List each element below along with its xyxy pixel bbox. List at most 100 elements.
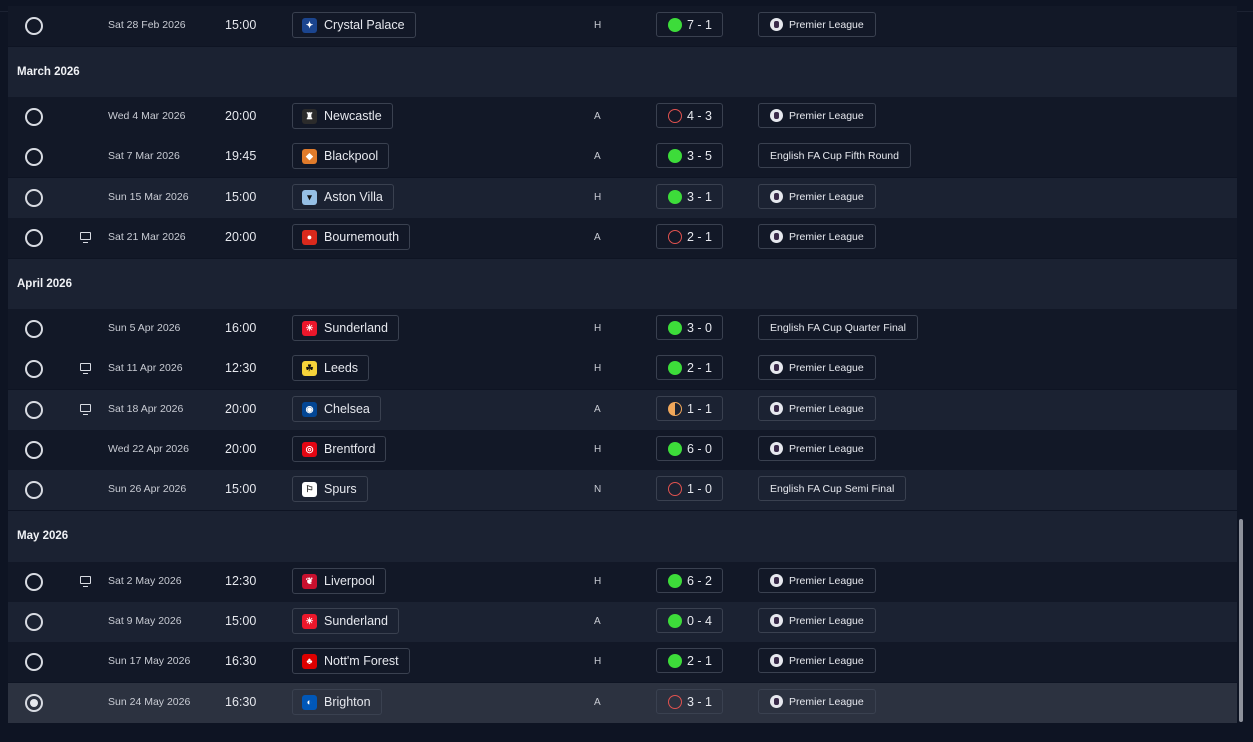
competition-button[interactable]: English FA Cup Semi Final [758, 476, 907, 501]
fixture-row[interactable]: Sun 26 Apr 2026 15:00 ⚐ Spurs N 1 - 0 English … [8, 470, 1237, 510]
win-indicator-icon [668, 613, 682, 628]
month-header-march: March 2026 [8, 47, 1237, 98]
select-radio[interactable] [25, 441, 43, 459]
scrollbar-thumb[interactable] [1239, 519, 1243, 722]
fixture-row[interactable]: Sat 18 Apr 2026 20:00 ◉ Chelsea A 1 - 1 Premie… [8, 390, 1237, 430]
opponent-button[interactable]: ☘ Leeds [292, 355, 370, 381]
loss-indicator-icon [668, 481, 682, 496]
competition-button[interactable]: Premier League [758, 12, 876, 37]
select-radio[interactable] [25, 17, 43, 35]
opponent-button[interactable]: ◆ Blackpool [292, 143, 390, 169]
select-radio[interactable] [25, 694, 43, 712]
fixture-row[interactable]: Sun 15 Mar 2026 15:00 ▾ Aston Villa H 3 - 1 Pr… [8, 178, 1237, 218]
select-radio[interactable] [25, 573, 43, 591]
fixture-row[interactable]: Sat 7 Mar 2026 19:45 ◆ Blackpool A 3 - 5 Engli… [8, 137, 1237, 177]
opponent-button[interactable]: ♜ Newcastle [292, 103, 393, 129]
fixture-row[interactable]: Sat 28 Feb 2026 15:00 ✦ Crystal Palace H 7 - … [8, 6, 1237, 46]
draw-indicator-icon [668, 401, 682, 416]
select-radio[interactable] [25, 189, 43, 207]
opponent-name: Newcastle [324, 109, 382, 123]
result-button[interactable]: 3 - 1 [656, 689, 724, 714]
result-button[interactable]: 4 - 3 [656, 103, 724, 128]
competition-button[interactable]: English FA Cup Quarter Final [758, 315, 918, 340]
select-radio[interactable] [25, 229, 43, 247]
tv-broadcast-icon [80, 363, 91, 374]
result-button[interactable]: 6 - 0 [656, 436, 724, 461]
match-date: Sat 7 Mar 2026 [108, 150, 180, 162]
opponent-button[interactable]: ◎ Brentford [292, 436, 387, 462]
select-radio[interactable] [25, 108, 43, 126]
kickoff-time: 16:30 [225, 695, 257, 709]
opponent-button[interactable]: ◐ Brighton [292, 689, 382, 715]
result-button[interactable]: 3 - 5 [656, 143, 724, 168]
select-radio[interactable] [25, 360, 43, 378]
opponent-button[interactable]: ⚐ Spurs [292, 476, 368, 502]
opponent-button[interactable]: ▾ Aston Villa [292, 184, 394, 210]
venue: H [594, 656, 602, 667]
result-button[interactable]: 6 - 2 [656, 568, 724, 593]
leeds-crest-icon: ☘ [302, 360, 317, 376]
fixture-row[interactable]: Wed 22 Apr 2026 20:00 ◎ Brentford H 6 - 0 Prem… [8, 430, 1237, 470]
match-date: Sat 2 May 2026 [108, 575, 182, 587]
select-radio[interactable] [25, 481, 43, 499]
venue: A [594, 232, 601, 243]
kickoff-time: 20:00 [225, 402, 257, 416]
competition-button[interactable]: Premier League [758, 396, 876, 421]
opponent-button[interactable]: ◉ Chelsea [292, 396, 381, 422]
competition-button[interactable]: Premier League [758, 103, 876, 128]
opponent-button[interactable]: ☀ Sunderland [292, 608, 399, 634]
select-radio[interactable] [25, 401, 43, 419]
select-radio[interactable] [25, 653, 43, 671]
fixture-row[interactable]: Sat 9 May 2026 15:00 ☀ Sunderland A 0 - 4 Prem… [8, 602, 1237, 642]
fixture-row[interactable]: Sat 21 Mar 2026 20:00 ● Bournemouth A 2 - 1 Pr… [8, 218, 1237, 258]
venue: A [594, 404, 601, 415]
select-radio[interactable] [25, 613, 43, 631]
result-button[interactable]: 0 - 4 [656, 608, 724, 633]
result-button[interactable]: 2 - 1 [656, 224, 724, 249]
fixture-row[interactable]: Sun 24 May 2026 16:30 ◐ Brighton A 3 - 1 Premi… [8, 683, 1237, 723]
tv-broadcast-icon [80, 576, 91, 587]
win-indicator-icon [668, 148, 682, 163]
fixture-row[interactable]: Sun 17 May 2026 16:30 ♣ Nott'm Forest H 2 - 1… [8, 642, 1237, 682]
competition-button[interactable]: Premier League [758, 608, 876, 633]
competition-button[interactable]: Premier League [758, 355, 876, 380]
opponent-button[interactable]: ♣ Nott'm Forest [292, 648, 410, 674]
opponent-name: Brentford [324, 442, 376, 456]
opponent-name: Crystal Palace [324, 18, 405, 32]
opponent-name: Sunderland [324, 614, 388, 628]
competition-button[interactable]: Premier League [758, 184, 876, 209]
opponent-name: Sunderland [324, 321, 388, 335]
fixture-row[interactable]: Sat 11 Apr 2026 12:30 ☘ Leeds H 2 - 1 Premier … [8, 349, 1237, 389]
loss-indicator-icon [668, 694, 682, 709]
aston-villa-crest-icon: ▾ [302, 189, 317, 205]
select-radio[interactable] [25, 320, 43, 338]
result-button[interactable]: 1 - 0 [656, 476, 724, 501]
opponent-button[interactable]: ✦ Crystal Palace [292, 12, 416, 38]
fixture-row[interactable]: Sat 2 May 2026 12:30 ❦ Liverpool H 6 - 2 Premi… [8, 562, 1237, 602]
select-radio[interactable] [25, 148, 43, 166]
venue: H [594, 192, 602, 203]
result-button[interactable]: 3 - 1 [656, 184, 724, 209]
competition-button[interactable]: Premier League [758, 224, 876, 249]
competition-button[interactable]: English FA Cup Fifth Round [758, 143, 911, 168]
match-date: Wed 4 Mar 2026 [108, 110, 186, 122]
opponent-button[interactable]: ● Bournemouth [292, 224, 411, 250]
fixture-row[interactable]: Sun 5 Apr 2026 16:00 ☀ Sunderland H 3 - 0 Engl… [8, 309, 1237, 349]
opponent-button[interactable]: ☀ Sunderland [292, 315, 399, 341]
premier-league-lion-icon [770, 402, 783, 415]
opponent-button[interactable]: ❦ Liverpool [292, 568, 386, 594]
crystal-palace-crest-icon: ✦ [302, 17, 317, 33]
opponent-name: Nott'm Forest [324, 654, 399, 668]
opponent-name: Aston Villa [324, 190, 383, 204]
result-button[interactable]: 3 - 0 [656, 315, 724, 340]
fixture-row[interactable]: Wed 4 Mar 2026 20:00 ♜ Newcastle A 4 - 3 Premi… [8, 97, 1237, 137]
result-button[interactable]: 7 - 1 [656, 12, 724, 37]
result-button[interactable]: 2 - 1 [656, 648, 724, 673]
result-button[interactable]: 2 - 1 [656, 355, 724, 380]
competition-name: Premier League [789, 18, 864, 31]
result-button[interactable]: 1 - 1 [656, 396, 724, 421]
competition-button[interactable]: Premier League [758, 689, 876, 714]
competition-button[interactable]: Premier League [758, 436, 876, 461]
competition-button[interactable]: Premier League [758, 648, 876, 673]
competition-button[interactable]: Premier League [758, 568, 876, 593]
